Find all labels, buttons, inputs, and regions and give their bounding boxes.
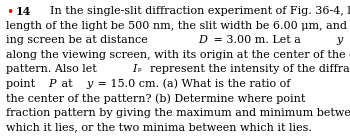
Text: In the single-slit diffraction experiment of Fig. 36-4, let the wave-: In the single-slit diffraction experimen… (36, 6, 350, 16)
Text: at: at (58, 79, 80, 89)
Text: = 3.00 m. Let a: = 3.00 m. Let a (210, 35, 308, 45)
Text: ing screen be at distance: ing screen be at distance (6, 35, 155, 45)
Text: fraction pattern by giving the maximum and minimum between: fraction pattern by giving the maximum a… (6, 107, 350, 118)
Text: I: I (132, 64, 137, 74)
Text: ₚ: ₚ (138, 64, 142, 73)
Text: D: D (198, 35, 207, 45)
Text: point: point (6, 79, 39, 89)
Text: y: y (336, 35, 342, 45)
Text: pattern. Also let: pattern. Also let (6, 64, 104, 74)
Text: 14: 14 (16, 6, 31, 17)
Text: which it lies, or the two minima between which it lies.: which it lies, or the two minima between… (6, 122, 312, 132)
Text: = 15.0 cm. (a) What is the ratio of: = 15.0 cm. (a) What is the ratio of (94, 79, 294, 89)
Text: P: P (48, 79, 56, 89)
Text: •: • (6, 6, 14, 19)
Text: along the viewing screen, with its origin at the center of the diffraction: along the viewing screen, with its origi… (6, 50, 350, 60)
Text: length of the light be 500 nm, the slit width be 6.00 μm, and the view-: length of the light be 500 nm, the slit … (6, 21, 350, 31)
Text: axis extend upward: axis extend upward (344, 35, 350, 45)
Text: y: y (86, 79, 92, 89)
Text: the center of the pattern? (b) Determine where point: the center of the pattern? (b) Determine… (6, 93, 309, 104)
Text: represent the intensity of the diffracted light at: represent the intensity of the diffracte… (143, 64, 350, 74)
